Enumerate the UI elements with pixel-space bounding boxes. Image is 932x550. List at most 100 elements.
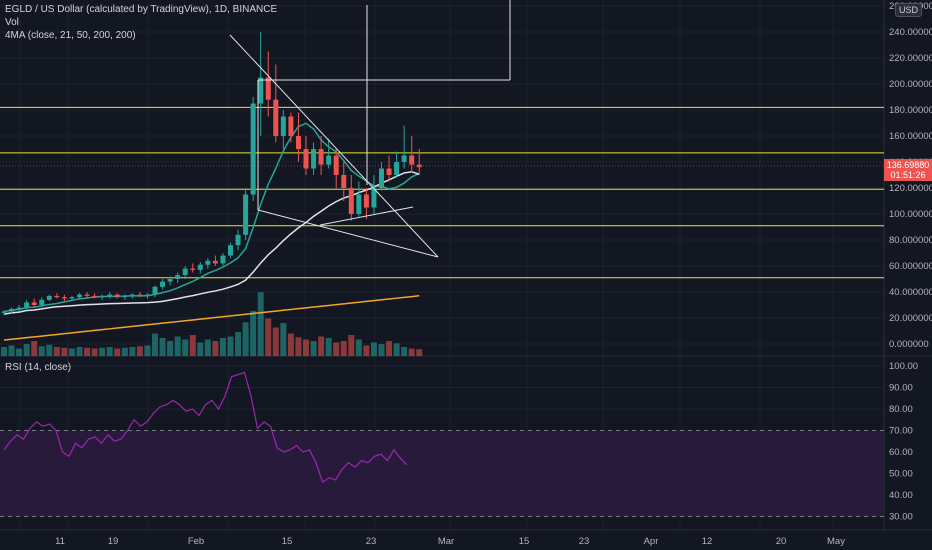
volume-bar — [152, 333, 158, 356]
volume-bar — [318, 336, 325, 356]
time-tick-label: Mar — [438, 536, 454, 547]
volume-bar — [303, 339, 309, 356]
last-price: 136.69880 — [886, 160, 930, 170]
volume-bar — [363, 345, 370, 356]
volume-bar — [280, 323, 287, 356]
candle-body — [356, 194, 362, 214]
volume-bar — [167, 341, 174, 356]
rsi-tick-label: 50.00 — [889, 469, 913, 480]
volume-bar — [23, 344, 30, 356]
time-axis[interactable]: 11 19 Feb 15 23 Mar 15 23 Apr 12 20 May — [55, 536, 845, 547]
volume-bar — [401, 347, 408, 356]
volume-bar — [174, 336, 181, 356]
candle-body — [24, 302, 30, 308]
volume-bar — [393, 343, 400, 356]
candle-body — [99, 295, 105, 298]
volume-bar — [114, 348, 121, 356]
candle-body — [77, 294, 82, 298]
candle-body — [228, 245, 233, 256]
candle-body — [84, 294, 90, 296]
volume-bar — [159, 338, 166, 356]
volume-bar — [250, 311, 257, 356]
volume-bar — [38, 346, 45, 356]
volume-bar — [348, 335, 355, 356]
candle-body — [137, 294, 143, 296]
candle-body — [243, 194, 249, 235]
volume-bar — [129, 347, 136, 356]
price-tick-label: 240.000000 — [889, 27, 932, 38]
volume-bar — [136, 346, 143, 356]
candle-body — [182, 268, 188, 276]
candle-body — [205, 260, 211, 265]
volume-bar — [333, 342, 340, 356]
rsi-series — [3, 371, 408, 484]
candle-body — [265, 77, 271, 100]
volume-bar — [53, 347, 60, 356]
time-tick-label: 20 — [776, 536, 787, 547]
candles — [1, 32, 422, 316]
drawings[interactable] — [229, 0, 511, 258]
volume-bar — [219, 338, 226, 356]
volume-bar — [1, 347, 7, 356]
rsi-tick-label: 30.00 — [889, 512, 913, 523]
candle-body — [190, 268, 196, 270]
horizontal-levels — [0, 106, 884, 279]
volume-bar — [46, 344, 53, 356]
volume-bar — [99, 347, 106, 356]
price-tick-label: 100.000000 — [889, 209, 932, 220]
support-trend-line — [319, 206, 414, 226]
candle-body — [280, 116, 286, 136]
candle-body — [311, 149, 317, 169]
rsi-legend: RSI (14, close) — [5, 362, 72, 373]
candle-body — [122, 295, 128, 298]
moving-averages — [3, 122, 420, 341]
time-tick-label: 23 — [366, 536, 377, 547]
price-tick-label: 160.000000 — [889, 131, 932, 142]
volume-bar — [378, 344, 385, 356]
volume-bar — [61, 347, 68, 356]
candle-body — [129, 294, 135, 296]
volume-bar — [91, 348, 98, 356]
candle-body — [69, 297, 75, 299]
volume-bar — [144, 345, 151, 356]
time-tick-label: 12 — [702, 536, 713, 547]
time-tick-label: 19 — [108, 536, 119, 547]
price-tick-label: 60.000000 — [889, 261, 932, 272]
vol-legend: Vol — [5, 17, 19, 28]
price-tick-label: 0.000000 — [889, 339, 929, 350]
chart-grid — [0, 0, 932, 531]
volume-bar — [272, 327, 279, 356]
volume-bar — [76, 347, 83, 356]
candle-body — [152, 286, 158, 295]
volume-bar — [197, 342, 204, 356]
volume-bar — [106, 347, 113, 356]
volume-bar — [242, 322, 249, 356]
time-tick-label: 15 — [519, 536, 530, 547]
candle-body — [333, 155, 339, 175]
volume-bar — [182, 339, 189, 356]
ma21-line — [3, 122, 420, 313]
candle-body — [1, 311, 7, 313]
ma50-line — [3, 170, 420, 315]
price-tick-label: 120.000000 — [889, 183, 932, 194]
volume-bar — [370, 342, 377, 356]
candle-body — [114, 294, 120, 298]
time-tick-label: Feb — [188, 536, 204, 547]
candle-body — [303, 149, 309, 169]
time-tick-label: 23 — [579, 536, 590, 547]
triangle-lower-line — [257, 209, 439, 258]
ma-legend: 4MA (close, 21, 50, 200, 200) — [5, 30, 136, 41]
volume-bar — [212, 341, 219, 356]
candle-body — [144, 294, 150, 296]
rsi-tick-label: 80.00 — [889, 404, 913, 415]
candle-body — [54, 295, 60, 298]
time-tick-label: 15 — [282, 536, 293, 547]
volume-bar — [287, 333, 294, 356]
rsi-axis[interactable]: 100.00 90.00 80.00 70.00 60.00 50.00 40.00 30.0… — [889, 361, 918, 523]
price-tick-label: 180.000000 — [889, 105, 932, 116]
volume-bar — [257, 292, 264, 356]
volume-bar — [8, 345, 15, 356]
currency-badge[interactable]: USD — [894, 3, 922, 17]
volume-bar — [204, 339, 211, 356]
